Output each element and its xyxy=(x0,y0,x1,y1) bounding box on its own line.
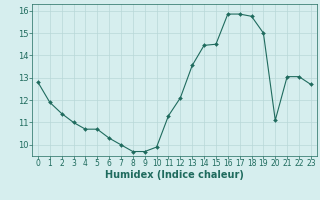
X-axis label: Humidex (Indice chaleur): Humidex (Indice chaleur) xyxy=(105,170,244,180)
